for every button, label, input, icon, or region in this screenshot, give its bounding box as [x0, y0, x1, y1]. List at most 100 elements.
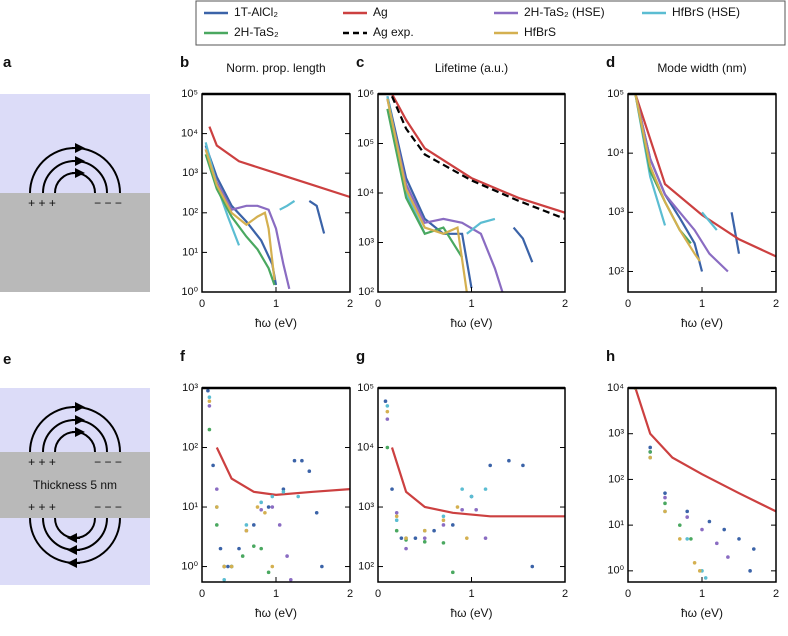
data-dot [215, 523, 219, 527]
legend-label: Ag [373, 5, 388, 19]
data-dot [678, 523, 682, 527]
data-dot [207, 427, 212, 432]
y-tick-label: 10⁵ [357, 137, 374, 149]
data-dot [215, 487, 219, 491]
data-dot [296, 494, 301, 499]
data-line: 2H-TaS₂ (HSE) [634, 94, 729, 273]
data-dot [307, 469, 312, 473]
data-dot [685, 515, 689, 519]
data-dot [263, 510, 267, 515]
data-dot [259, 507, 264, 512]
axes-frame [201, 387, 351, 583]
thickness-label: Thickness 5 nm [33, 478, 117, 492]
y-tick-label: 10² [608, 473, 624, 485]
x-tick-label: 1 [273, 588, 279, 600]
data-line: Ag [634, 94, 776, 258]
data-dot [390, 487, 394, 491]
data-dot [399, 536, 404, 540]
data-dot [663, 491, 667, 495]
data-dot [383, 399, 388, 404]
data-dot [270, 505, 275, 509]
data-dot [689, 537, 693, 541]
y-tick-label: 10⁰ [607, 565, 624, 577]
data-dot [648, 455, 652, 460]
x-tick-label: 2 [562, 298, 568, 310]
y-tick-label: 10⁶ [357, 88, 374, 100]
data-dot [281, 490, 286, 494]
x-tick-label: 0 [199, 298, 205, 310]
data-dot [441, 541, 446, 545]
y-tick-label: 10³ [608, 206, 624, 218]
y-tick-label: 10⁴ [357, 187, 374, 199]
panel-letter: f [180, 348, 186, 365]
panel-letter: h [606, 348, 615, 365]
data-dot [441, 518, 446, 523]
data-line: 2H-TaS₂ (HSE) [386, 98, 504, 292]
data-dot [207, 395, 212, 400]
data-dot [394, 528, 399, 533]
charge: + + + [28, 500, 56, 514]
x-tick-label: 2 [347, 588, 353, 600]
y-tick-label: 10⁴ [357, 441, 374, 453]
data-dot [648, 450, 652, 454]
data-dot [218, 546, 223, 551]
data-dot [483, 487, 488, 491]
legend-label: Ag exp. [373, 25, 414, 39]
data-dot [385, 445, 390, 450]
data-dot [394, 510, 399, 515]
data-dot [300, 458, 304, 463]
data-dot [530, 564, 535, 569]
data-dot [385, 409, 390, 414]
y-tick-label: 10³ [358, 236, 374, 248]
data-line: Ag [391, 94, 565, 214]
x-axis-label: ħω (eV) [681, 316, 723, 330]
data-dot [385, 404, 390, 408]
y-tick-label: 10⁵ [357, 382, 374, 394]
panel-title: Norm. prop. length [226, 61, 325, 75]
data-dot [703, 576, 708, 580]
data-line: Ag exp. [390, 95, 565, 220]
data-dot [207, 399, 212, 404]
y-tick-label: 10³ [182, 167, 198, 179]
data-dot [277, 523, 282, 527]
data-dot [222, 577, 226, 582]
y-tick-label: 10⁵ [181, 88, 198, 100]
y-tick-label: 10¹ [608, 519, 624, 531]
data-dot [474, 507, 478, 512]
data-dot [404, 546, 408, 551]
data-dot [413, 536, 418, 540]
data-dot [663, 495, 667, 500]
data-dot [692, 560, 697, 565]
data-dot [488, 463, 493, 468]
y-tick-label: 10² [182, 207, 198, 219]
data-dot [752, 547, 756, 551]
panel-letter: e [3, 351, 11, 368]
legend-label: 1T-AlCl₂ [234, 5, 278, 19]
data-line: Ag [208, 126, 350, 199]
panel-letter: g [356, 348, 365, 365]
x-axis-label: ħω (eV) [450, 606, 492, 620]
y-tick-label: 10¹ [182, 501, 198, 513]
slab [0, 452, 150, 518]
data-dot [292, 458, 297, 463]
data-dot [483, 536, 488, 540]
x-axis-label: ħω (eV) [450, 316, 492, 330]
legend-label: 2H-TaS₂ [234, 25, 279, 39]
x-tick-label: 2 [347, 298, 353, 310]
data-line: HfBrS [386, 98, 468, 292]
y-tick-label: 10⁵ [607, 88, 624, 100]
field-lines [29, 143, 121, 194]
x-tick-label: 0 [199, 588, 205, 600]
charge: + + + [28, 196, 56, 210]
y-tick-label: 10⁰ [181, 560, 198, 572]
data-dot [432, 528, 436, 533]
data-line: HfBrS [634, 94, 701, 262]
data-dot [240, 554, 245, 558]
charge: − − − [94, 196, 122, 210]
x-tick-label: 1 [699, 588, 705, 600]
field-lines [29, 402, 121, 568]
y-tick-label: 10¹ [182, 246, 198, 258]
